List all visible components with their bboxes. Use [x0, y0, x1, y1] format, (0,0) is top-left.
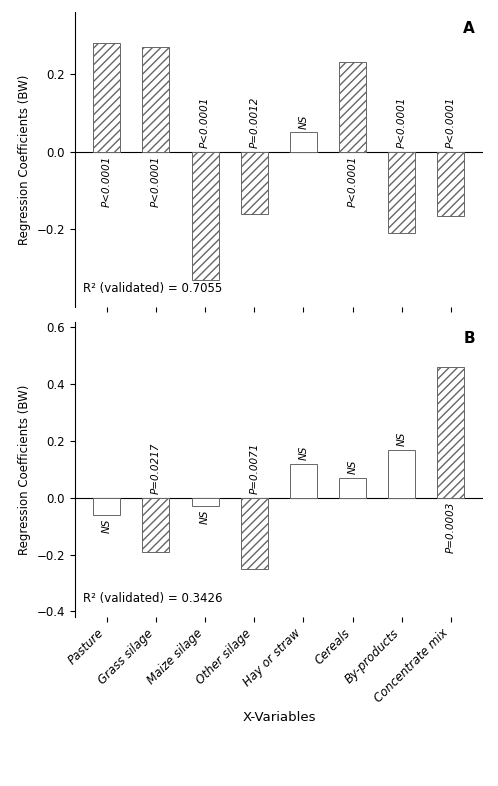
Bar: [192, 152, 219, 280]
Text: P<0.0001: P<0.0001: [102, 155, 112, 207]
Text: NS: NS: [397, 432, 407, 446]
Bar: [339, 62, 366, 152]
Text: R² (validated) = 0.3426: R² (validated) = 0.3426: [83, 592, 223, 605]
Y-axis label: Regression Coefficients (BW): Regression Coefficients (BW): [18, 384, 31, 555]
Text: P=0.0003: P=0.0003: [446, 501, 456, 553]
Text: P<0.0001: P<0.0001: [397, 97, 407, 148]
Bar: [437, 152, 465, 215]
Text: P<0.0001: P<0.0001: [200, 97, 210, 148]
Bar: [142, 498, 169, 552]
Text: NS: NS: [298, 446, 308, 460]
Bar: [339, 478, 366, 498]
Bar: [192, 498, 219, 506]
Text: P<0.0001: P<0.0001: [446, 97, 456, 148]
Bar: [388, 152, 415, 233]
Bar: [388, 450, 415, 498]
Text: NS: NS: [298, 114, 308, 129]
X-axis label: X-Variables: X-Variables: [242, 711, 316, 724]
Text: NS: NS: [102, 518, 112, 533]
Bar: [290, 464, 317, 498]
Text: B: B: [463, 331, 475, 346]
Text: P<0.0001: P<0.0001: [348, 155, 358, 207]
Bar: [241, 498, 268, 569]
Bar: [93, 498, 121, 515]
Text: NS: NS: [200, 510, 210, 524]
Bar: [142, 46, 169, 152]
Text: R² (validated) = 0.7055: R² (validated) = 0.7055: [83, 282, 222, 296]
Text: P=0.0012: P=0.0012: [249, 97, 259, 148]
Bar: [93, 43, 121, 152]
Y-axis label: Regression Coefficients (BW): Regression Coefficients (BW): [18, 74, 31, 244]
Text: P=0.0071: P=0.0071: [249, 443, 259, 494]
Bar: [241, 152, 268, 214]
Text: NS: NS: [348, 460, 358, 475]
Text: P<0.0001: P<0.0001: [151, 155, 161, 207]
Text: A: A: [463, 20, 475, 35]
Bar: [290, 132, 317, 152]
Text: P=0.0217: P=0.0217: [151, 443, 161, 494]
Bar: [437, 367, 465, 498]
